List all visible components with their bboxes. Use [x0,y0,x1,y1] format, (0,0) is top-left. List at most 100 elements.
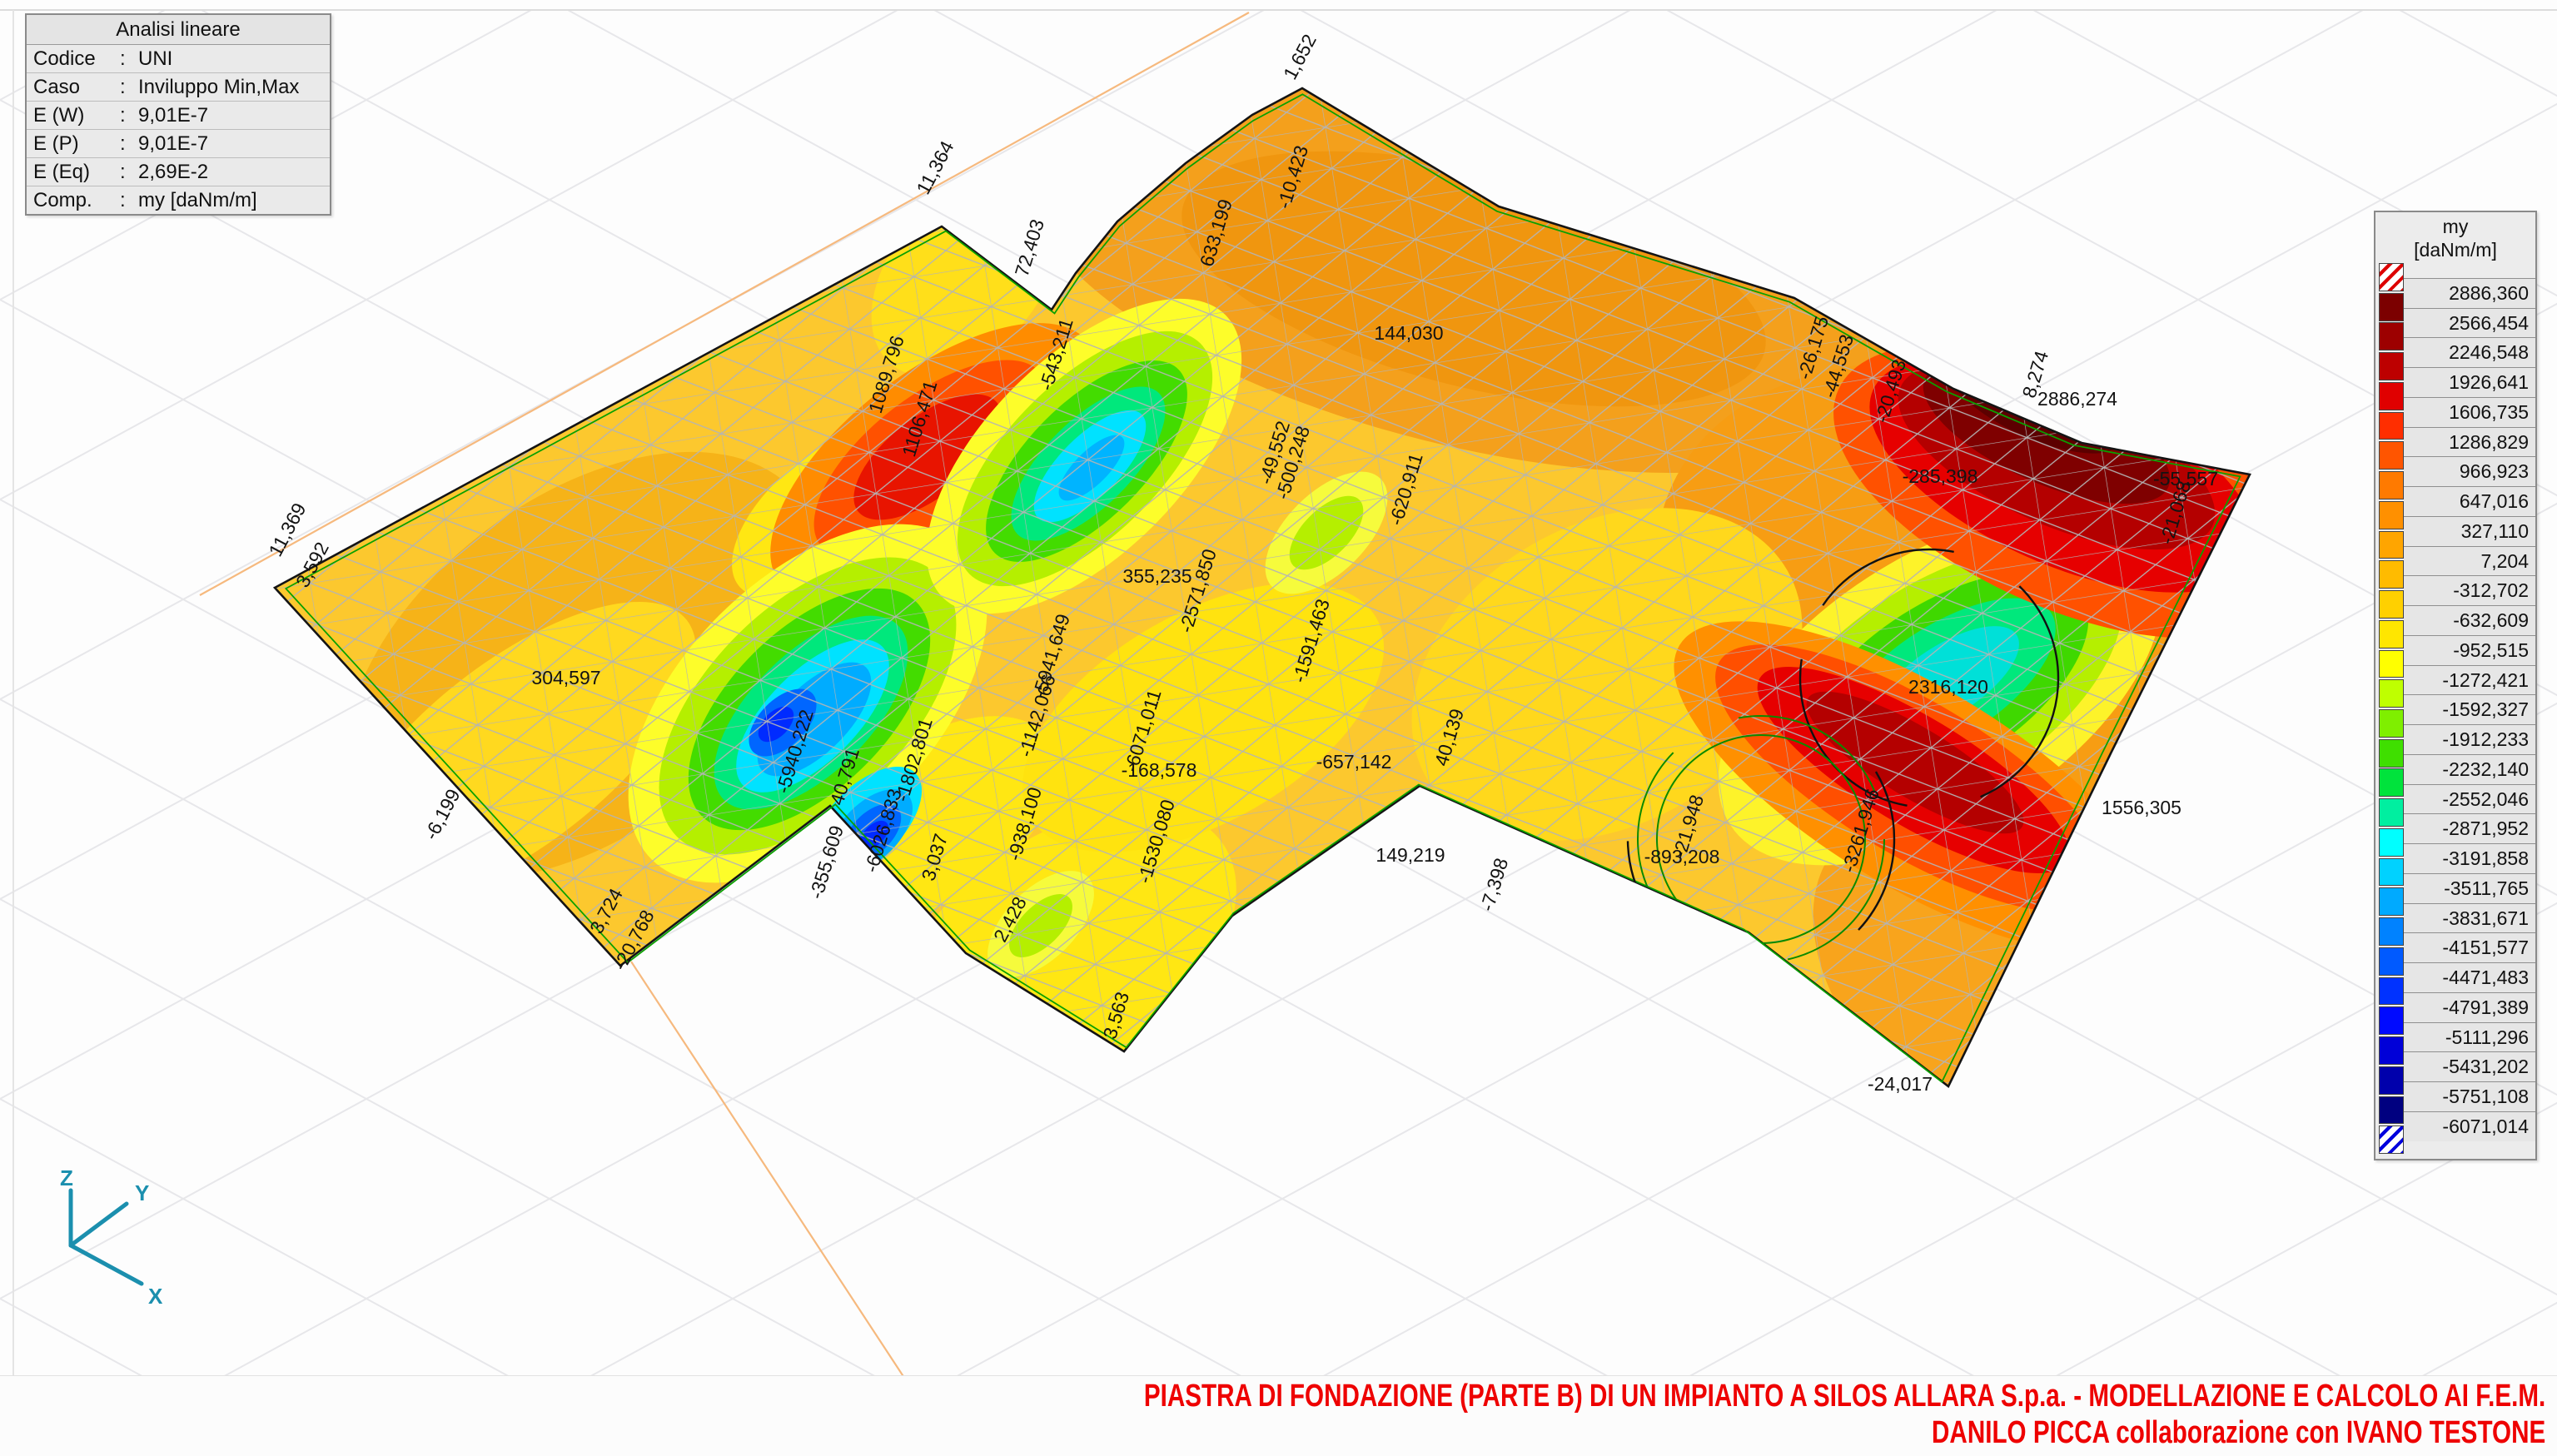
legend-swatch [2379,1126,2404,1155]
legend-value: -632,609 [2404,605,2535,635]
analysis-row-value: 9,01E-7 [138,104,209,127]
node-value-label: 1556,305 [2102,797,2181,818]
frame-top [0,0,2557,10]
legend-value: 647,016 [2404,486,2535,516]
legend-swatch [2379,679,2404,708]
axis-triad: Z Y X [60,1165,163,1309]
analysis-rows: Codice: UNI Caso: Inviluppo Min,Max E (W):9,… [27,45,330,214]
legend-swatch [2379,976,2404,1006]
legend-value: 2886,360 [2404,277,2535,308]
drawing-title-line1: PIASTRA DI FONDAZIONE (PARTE B) DI UN IM… [1143,1379,2545,1414]
legend-swatch [2379,500,2404,529]
analysis-row-label: Caso [33,76,81,98]
legend-swatch [2379,887,2404,917]
node-value-label: 355,235 [1122,565,1191,587]
analysis-row-colon: : [120,104,126,127]
legend-swatch [2379,263,2404,291]
analysis-row-value: Inviluppo Min,Max [138,76,300,98]
analysis-title: Analisi lineare [27,15,330,45]
legend-value: 966,923 [2404,456,2535,487]
contour-legend: my [daNm/m] 2886,360 2566,454 2246,548 1926… [2374,211,2537,1161]
z-axis-label: Z [60,1165,73,1190]
legend-value: 1606,735 [2404,396,2535,427]
legend-value: -2871,952 [2404,813,2535,844]
drawing-title: PIASTRA DI FONDAZIONE (PARTE B) DI UN IM… [1144,1378,2545,1451]
analysis-row: E (P):9,01E-7 [27,130,330,158]
legend-value: -1912,233 [2404,724,2535,754]
legend-value: -2232,140 [2404,753,2535,784]
legend-value: -3511,765 [2404,872,2535,903]
legend-swatch [2379,649,2404,678]
legend-value: 7,204 [2404,545,2535,576]
analysis-row: Codice: UNI [27,45,330,73]
analysis-row-colon: : [120,47,126,70]
analysis-row-label: E (P) [33,132,79,155]
legend-swatch [2379,738,2404,768]
node-value-label: 144,030 [1374,322,1443,344]
legend-swatch [2379,1066,2404,1095]
legend-value: -3191,858 [2404,843,2535,873]
legend-swatch [2379,590,2404,619]
node-value-label: 304,597 [531,667,600,688]
node-value-label: 2886,274 [2037,388,2117,410]
analysis-row-label: E (W) [33,104,85,127]
legend-value: -4471,483 [2404,962,2535,992]
legend-value: -2552,046 [2404,783,2535,814]
legend-value: 1926,641 [2404,367,2535,397]
analysis-row-colon: : [120,161,126,183]
footer-strip: PIASTRA DI FONDAZIONE (PARTE B) DI UN IM… [0,1375,2557,1456]
legend-unit: [daNm/m] [2414,239,2497,261]
legend-value: -5111,296 [2404,1021,2535,1052]
node-value-label: -285,398 [1903,465,1978,487]
analysis-row-label: Comp. [33,189,92,211]
construction-lines [199,12,1250,1381]
analysis-row-colon: : [120,189,126,211]
legend-swatch [2379,1096,2404,1125]
legend-value: -952,515 [2404,634,2535,665]
legend-swatch [2379,1006,2404,1036]
analysis-info-panel: Analisi lineare Codice: UNI Caso: Inviluppo… [25,13,331,216]
legend-component-name: my [2442,216,2469,237]
legend-value: -5751,108 [2404,1081,2535,1111]
legend-values: 2886,360 2566,454 2246,548 1926,641 1606,735… [2404,263,2535,1154]
legend-swatch [2379,947,2404,976]
analysis-row: E (Eq):2,69E-2 [27,158,330,186]
node-value-label: -657,142 [1316,751,1392,773]
legend-value: -1592,327 [2404,694,2535,725]
legend-swatch [2379,441,2404,470]
legend-value: -4791,389 [2404,991,2535,1022]
legend-swatch [2379,381,2404,410]
plate-boundary [272,87,2251,1089]
x-axis [68,1243,144,1286]
legend-swatch [2379,292,2404,321]
analysis-row-value: UNI [138,47,173,70]
legend-value: -312,702 [2404,575,2535,606]
legend-value: -3831,671 [2404,902,2535,933]
analysis-row: E (W):9,01E-7 [27,102,330,130]
legend-value: -1272,421 [2404,664,2535,695]
legend-swatch [2379,471,2404,499]
node-value-label: 149,219 [1376,844,1445,866]
legend-swatch [2379,560,2404,589]
legend-value: 327,110 [2404,515,2535,546]
analysis-row-label: E (Eq) [33,161,91,183]
legend-swatch [2379,768,2404,798]
legend-value: -5431,202 [2404,1051,2535,1082]
analysis-row: Comp.: my [daNm/m] [27,186,330,214]
x-axis-label: X [148,1284,163,1309]
legend-value: -4151,577 [2404,932,2535,963]
legend-swatch [2379,352,2404,380]
analysis-row-label: Codice [33,47,96,70]
drawing-title-line2: DANILO PICCA collaborazione con IVANO TE… [1931,1415,2545,1450]
legend-value: 2246,548 [2404,337,2535,368]
analysis-row: Caso: Inviluppo Min,Max [27,73,330,102]
analysis-row-value: my [daNm/m] [138,189,257,211]
analysis-row-value: 2,69E-2 [138,161,209,183]
legend-swatch [2379,619,2404,648]
node-value-label: -168,578 [1122,759,1197,781]
silo-circle-outlines [1626,548,2060,974]
node-value-label: -55,557 [2153,468,2218,489]
legend-swatch [2379,322,2404,351]
